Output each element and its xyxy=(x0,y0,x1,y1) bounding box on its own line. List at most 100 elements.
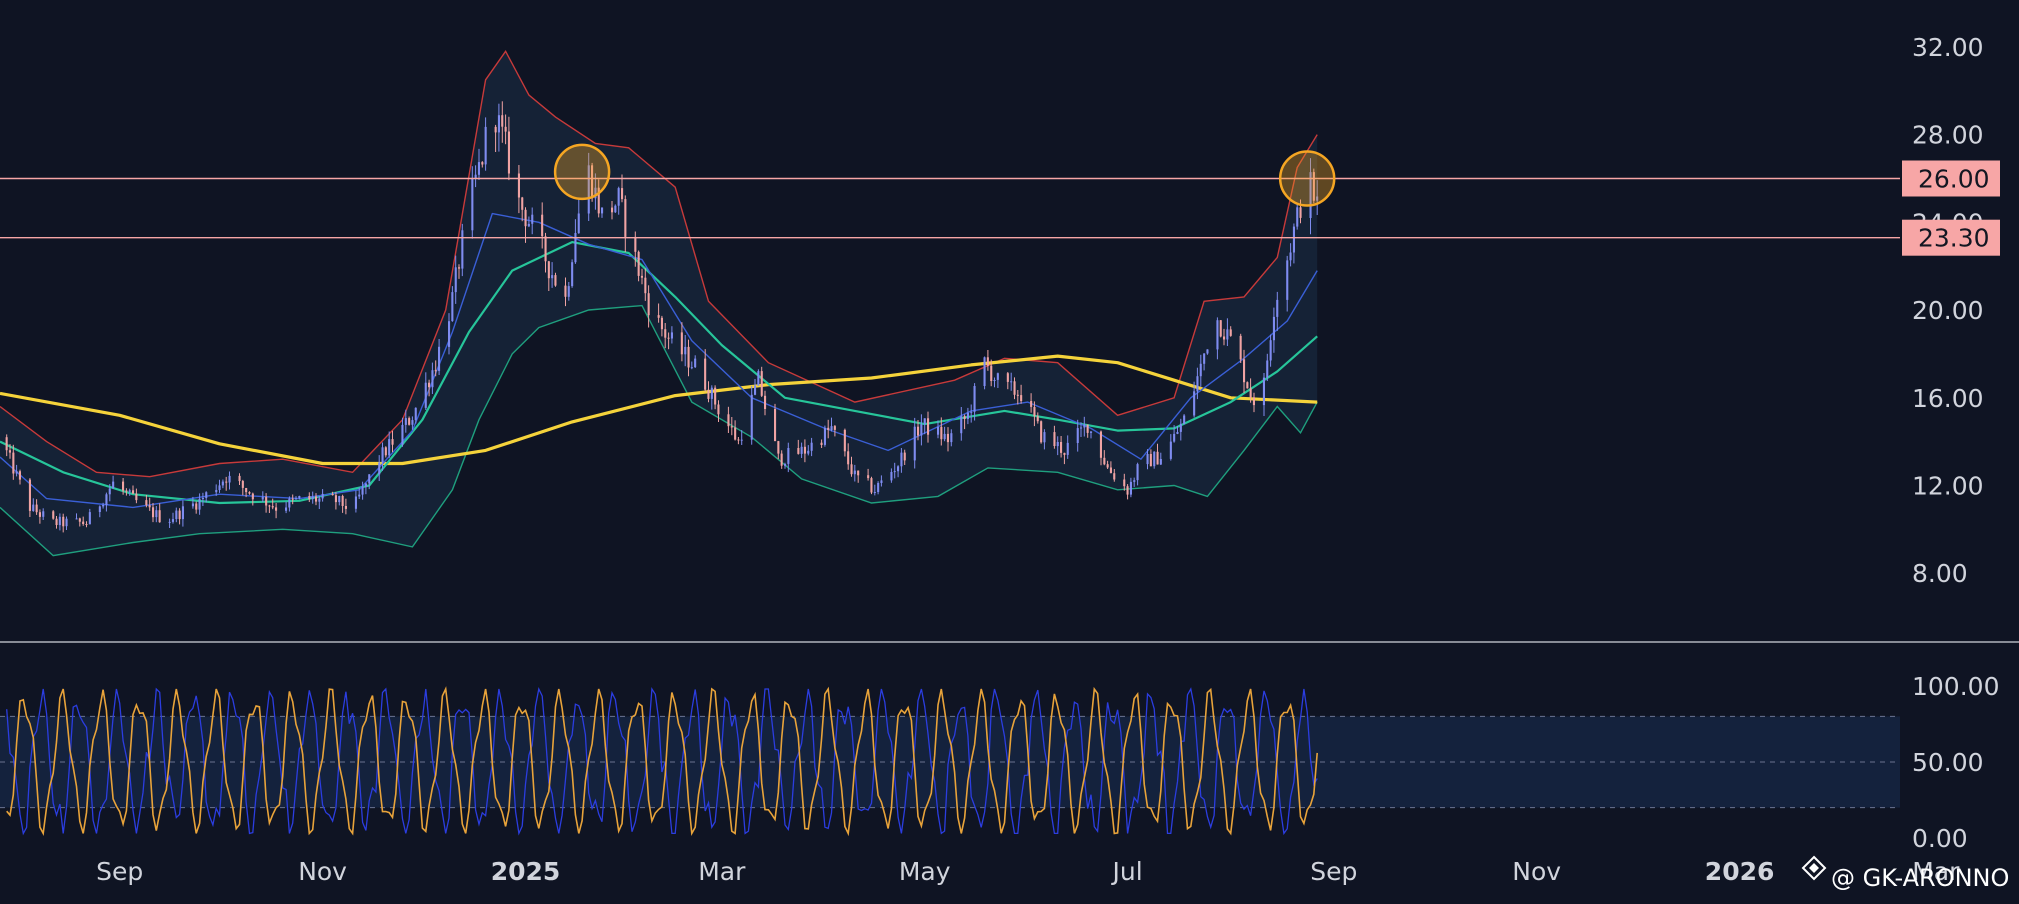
candle xyxy=(241,479,244,496)
candle-body xyxy=(541,214,544,237)
candle xyxy=(504,114,507,145)
candle-body xyxy=(318,498,321,502)
candle-body xyxy=(112,481,115,489)
candle-body xyxy=(221,481,224,486)
candle-body xyxy=(727,414,730,427)
highlight-circle-2 xyxy=(1278,150,1336,207)
candle xyxy=(1296,204,1299,230)
candle xyxy=(667,332,670,350)
candle-body xyxy=(527,223,530,227)
candle-body xyxy=(8,450,11,453)
price-level-tag xyxy=(1902,219,2000,256)
candle-body xyxy=(1316,196,1319,201)
candle-body xyxy=(690,367,693,369)
candle xyxy=(1252,392,1255,413)
candle xyxy=(1183,414,1186,425)
candle-body xyxy=(471,178,474,231)
price-axis-tick-label: 20.00 xyxy=(1912,296,1984,325)
candle xyxy=(950,429,953,447)
candle xyxy=(983,356,986,390)
candle xyxy=(78,517,81,527)
candle-body xyxy=(401,424,404,445)
candle xyxy=(1309,158,1312,235)
candle-body xyxy=(544,236,547,262)
candle xyxy=(424,372,427,410)
candle xyxy=(567,282,570,301)
candle-body xyxy=(414,407,417,421)
candle xyxy=(1206,349,1209,355)
candle xyxy=(501,101,504,143)
candle-body xyxy=(1179,423,1182,432)
candle xyxy=(1223,328,1226,346)
candle-body xyxy=(428,382,431,388)
price-panel[interactable] xyxy=(0,49,1900,557)
candle-body xyxy=(853,470,856,475)
candle-body xyxy=(857,470,860,476)
candle-body xyxy=(684,346,687,355)
candle xyxy=(245,487,248,498)
candle-body xyxy=(195,503,198,510)
candle xyxy=(1040,420,1043,444)
price-axis-tick-label: 16.00 xyxy=(1912,384,1984,413)
candle-body xyxy=(614,205,617,213)
candle xyxy=(890,468,893,483)
candle-body xyxy=(983,357,986,386)
price-axis-tick-label: 28.00 xyxy=(1912,121,1984,150)
candle xyxy=(777,440,780,460)
candle-body xyxy=(1309,172,1312,218)
tradingview-logo-icon xyxy=(1801,855,1827,881)
candle-body xyxy=(108,488,111,495)
candle-body xyxy=(1006,373,1009,382)
candle xyxy=(408,416,411,426)
candle xyxy=(873,484,876,496)
candle-body xyxy=(1083,424,1086,428)
candle-body xyxy=(624,199,627,237)
oscillator-panel[interactable] xyxy=(0,686,1900,837)
candle-body xyxy=(32,504,35,511)
candle-body xyxy=(1020,395,1023,401)
candle-body xyxy=(201,498,204,499)
candle-body xyxy=(833,426,836,430)
candle xyxy=(714,385,717,410)
candle-body xyxy=(291,498,294,500)
time-axis-tick-label: Nov xyxy=(1512,857,1561,886)
candle xyxy=(198,493,201,515)
candle-body xyxy=(730,426,733,428)
candle xyxy=(35,499,38,515)
price-level-tags: 26.00 23.30 xyxy=(1902,160,2000,256)
candle-body xyxy=(454,267,457,293)
candle xyxy=(614,204,617,213)
candle-body xyxy=(1126,486,1129,495)
candle-body xyxy=(315,496,318,502)
candle xyxy=(364,482,367,495)
candle-body xyxy=(634,236,637,252)
candle-body xyxy=(867,475,870,479)
candle-body xyxy=(1223,336,1226,340)
candle xyxy=(1020,384,1023,404)
candle-body xyxy=(135,493,138,501)
candle xyxy=(1243,349,1246,393)
candle-body xyxy=(58,516,61,526)
candle-body xyxy=(764,395,767,409)
candle xyxy=(591,162,594,202)
candle xyxy=(58,513,61,531)
candle-body xyxy=(1109,467,1112,474)
candle-body xyxy=(877,483,880,492)
candle xyxy=(774,403,777,442)
candle xyxy=(694,355,697,368)
candle-body xyxy=(1103,457,1106,465)
candle-body xyxy=(1146,454,1149,465)
candle-body xyxy=(42,511,45,517)
candle xyxy=(787,442,790,473)
candle xyxy=(181,500,184,527)
candle xyxy=(937,420,940,439)
candle-body xyxy=(920,424,923,436)
candle-body xyxy=(285,507,288,511)
candle xyxy=(1276,291,1279,331)
candle-body xyxy=(694,358,697,368)
candle xyxy=(88,508,91,525)
candle xyxy=(1016,390,1019,405)
candle-body xyxy=(1269,340,1272,361)
candle-body xyxy=(780,453,783,466)
